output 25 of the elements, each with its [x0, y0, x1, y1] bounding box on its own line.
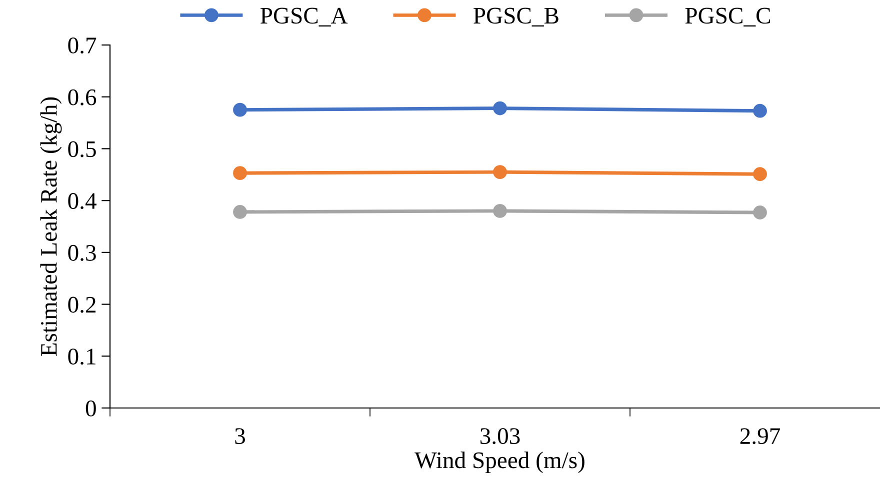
point	[753, 167, 767, 182]
y-tick-label: 0.4	[68, 193, 96, 210]
legend-label: PGSC_B	[474, 8, 558, 26]
point	[753, 104, 767, 118]
x-axis-title: Wind Speed (m/s)	[414, 452, 584, 474]
y-tick-label: 0.5	[68, 141, 96, 158]
y-tick-label: 0.1	[68, 348, 96, 365]
x-tick-label: 2.97	[740, 428, 780, 444]
legend-label: PGSC_C	[685, 8, 770, 26]
point	[493, 101, 507, 116]
point	[493, 165, 507, 179]
y-tick-label: 0	[86, 400, 96, 416]
y-tick-label: 0.6	[68, 89, 96, 106]
y-tick-label: 0.2	[68, 296, 96, 313]
point	[753, 206, 767, 220]
point	[493, 204, 507, 218]
legend-label: PGSC_A	[260, 8, 348, 26]
point	[233, 102, 247, 117]
point	[233, 205, 247, 219]
y-axis-title: Estimated Leak Rate (kg/h)	[40, 97, 62, 356]
point	[233, 166, 247, 180]
x-tick-label: 3.03	[480, 428, 520, 444]
y-tick-label: 0.7	[68, 37, 96, 54]
y-tick-label: 0.3	[68, 244, 96, 261]
x-tick-label: 3	[235, 428, 245, 444]
